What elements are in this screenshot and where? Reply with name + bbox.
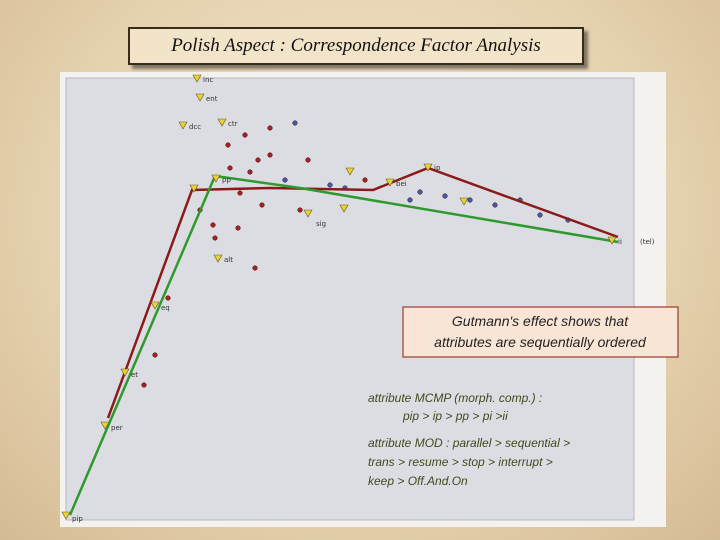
markers xyxy=(61,74,617,520)
point-label: pip xyxy=(72,515,83,523)
point-label: (tel) xyxy=(640,238,655,246)
title: Polish Aspect : Correspondence Factor An… xyxy=(128,27,584,65)
point-label: sig xyxy=(316,220,326,228)
point-label: inc xyxy=(203,76,213,84)
point-label: dcc xyxy=(189,123,201,131)
green-curve xyxy=(68,174,619,516)
plot-area xyxy=(65,77,635,521)
callout-text: Gutmann's effect shows that xyxy=(452,313,629,329)
points xyxy=(141,120,571,388)
red-curve xyxy=(106,166,619,419)
point-label: ent xyxy=(206,95,218,103)
note: trans > resume > stop > interrupt > xyxy=(368,455,553,469)
note: keep > Off.And.On xyxy=(368,474,468,488)
callout-box xyxy=(402,306,679,358)
callout-text: attributes are sequentially ordered xyxy=(434,334,647,350)
note: attribute MOD : parallel > sequential > xyxy=(368,436,570,450)
point-label: et xyxy=(131,371,138,379)
point-label: ctr xyxy=(228,120,238,128)
point-label: alt xyxy=(224,256,233,264)
note: attribute MCMP (morph. comp.) : xyxy=(368,391,542,405)
note: pip > ip > pp > pi >ii xyxy=(402,409,508,423)
point-label: pp xyxy=(222,176,231,184)
point-label: per xyxy=(111,424,123,432)
point-label: bei xyxy=(396,180,407,188)
point-label: ip xyxy=(434,164,441,172)
point-label: eq xyxy=(161,304,170,312)
point-label: ii xyxy=(618,238,622,246)
